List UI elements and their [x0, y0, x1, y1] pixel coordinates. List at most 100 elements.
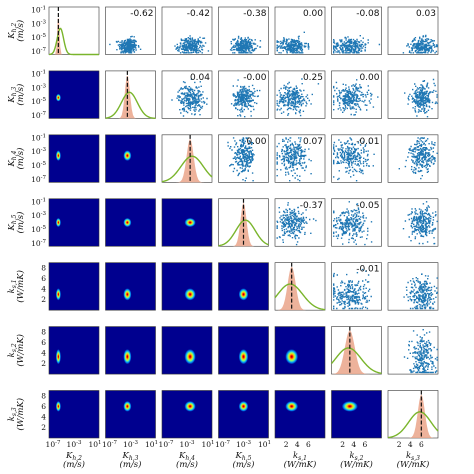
correlation-label: -0.62 — [130, 9, 153, 19]
svg-text:(W/mK): (W/mK) — [397, 459, 430, 470]
heatmap-bg — [218, 390, 269, 439]
tick-label: 8 — [41, 327, 46, 336]
svg-text:Kh,2: Kh,2 — [7, 23, 18, 40]
density-hotspot — [55, 349, 61, 365]
panel-r2-c5: -0.01 — [331, 134, 382, 183]
axis-label-5: ks,2(W/mK) — [7, 334, 26, 367]
heatmap-bg — [105, 390, 156, 439]
correlation-label: 0.25 — [303, 73, 323, 83]
heatmap-bg — [161, 390, 213, 439]
correlation-label: 0.03 — [416, 9, 436, 19]
scatter-points — [276, 202, 317, 246]
y-axis-row-6: 2 46 8 ks,3(W/mK) — [7, 391, 46, 432]
svg-text:(W/mK): (W/mK) — [15, 334, 26, 367]
panel-r2-c2 — [161, 134, 213, 183]
posterior-histogram — [331, 330, 382, 375]
posterior-histogram — [388, 394, 438, 438]
scatter-points — [333, 268, 372, 310]
tick-label: 10-3 — [236, 440, 251, 449]
tick-label: 6 — [41, 402, 46, 411]
y-axis-row-5: 2 46 8 ks,2(W/mK) — [7, 327, 46, 368]
panel-r1-c1 — [105, 70, 156, 119]
panel-r5-c6 — [387, 326, 439, 375]
heatmap-bg — [274, 390, 326, 439]
heatmap-bg — [105, 262, 156, 311]
svg-text:ks,2: ks,2 — [350, 451, 364, 462]
heatmap-bg — [48, 198, 100, 247]
scatter-points — [109, 35, 142, 54]
axis-label-0: Kh,2(m/s) — [63, 451, 85, 470]
svg-text:ks,3: ks,3 — [7, 407, 18, 421]
svg-text:(m/s): (m/s) — [176, 459, 198, 470]
axis-label-5: ks,2(W/mK) — [340, 451, 373, 470]
axis-label-6: ks,3(W/mK) — [7, 398, 26, 431]
panel-r3-c3 — [218, 198, 269, 247]
tick-label: 10-7 — [159, 440, 174, 449]
correlation-label: -0.37 — [300, 201, 323, 211]
tick-label: 10-7 — [46, 440, 61, 449]
tick-label: 10-3 — [31, 147, 46, 156]
svg-text:(m/s): (m/s) — [15, 84, 26, 106]
tick-label: 8 — [41, 391, 46, 400]
density-hotspot — [55, 401, 61, 412]
panel-r0-c2: -0.42 — [161, 6, 213, 55]
tick-label: 10-1 — [31, 69, 46, 78]
panel-r0-c1: -0.62 — [105, 6, 156, 55]
tick-label: 10-5 — [31, 33, 46, 42]
panel-r1-c0 — [48, 70, 100, 119]
correlation-label: -0.42 — [187, 9, 210, 19]
tick-label: 6 — [41, 274, 46, 283]
panel-r2-c0 — [48, 134, 100, 183]
svg-text:(W/mK): (W/mK) — [15, 270, 26, 303]
panel-r2-c6 — [387, 134, 439, 183]
tick-label: 4 — [295, 440, 300, 449]
panel-r3-c1 — [105, 198, 156, 247]
density-hotspot — [55, 150, 61, 161]
tick-label: 10-5 — [31, 97, 46, 106]
svg-text:Kh,5: Kh,5 — [7, 214, 18, 231]
panel-r6-c4 — [274, 390, 326, 439]
correlation-label: -0.08 — [356, 9, 380, 19]
density-hotspot — [55, 288, 61, 301]
svg-text:Kh,3: Kh,3 — [122, 451, 139, 462]
scatter-points — [227, 137, 255, 182]
heatmap-bg — [161, 262, 213, 311]
tick-label: 10-1 — [31, 133, 46, 142]
panel-r6-c0 — [48, 390, 100, 439]
panel-r5-c3 — [218, 326, 269, 375]
axis-label-2: Kh,4(m/s) — [7, 148, 26, 170]
tick-label: 10-5 — [31, 225, 46, 234]
tick-label: 6 — [306, 440, 311, 449]
correlation-label: -0.38 — [243, 9, 267, 19]
panel-r3-c5: -0.05 — [331, 198, 382, 247]
panel-r3-c0 — [48, 198, 100, 247]
posterior-histogram — [105, 76, 156, 119]
panel-r0-c4: 0.00 — [274, 6, 326, 55]
heatmap-bg — [48, 326, 100, 375]
panel-r6-c3 — [218, 390, 269, 439]
density-hotspot — [238, 349, 249, 365]
panel-r6-c2 — [161, 390, 213, 439]
tick-label: 101 — [145, 440, 158, 449]
tick-label: 10-3 — [123, 440, 138, 449]
tick-label: 2 — [284, 440, 289, 449]
correlation-label: -0.00 — [243, 73, 267, 83]
svg-text:ks,1: ks,1 — [293, 451, 307, 462]
svg-text:Kh,4: Kh,4 — [7, 150, 18, 167]
svg-text:(m/s): (m/s) — [233, 459, 255, 470]
scatter-points — [171, 78, 208, 117]
y-axis-row-1: 10-7 10-5 10-3 10-1 Kh,3(m/s) — [7, 69, 46, 120]
density-hotspot — [123, 288, 132, 301]
scatter-points — [404, 78, 438, 118]
panel-r2-c1 — [105, 134, 156, 183]
correlation-label: 0.07 — [303, 137, 323, 147]
correlation-label: 0.00 — [359, 73, 379, 83]
posterior-histogram — [49, 18, 99, 55]
tick-label: 10-7 — [215, 440, 230, 449]
panel-r3-c4: -0.37 — [274, 198, 326, 247]
tick-label: 2 — [41, 359, 46, 368]
